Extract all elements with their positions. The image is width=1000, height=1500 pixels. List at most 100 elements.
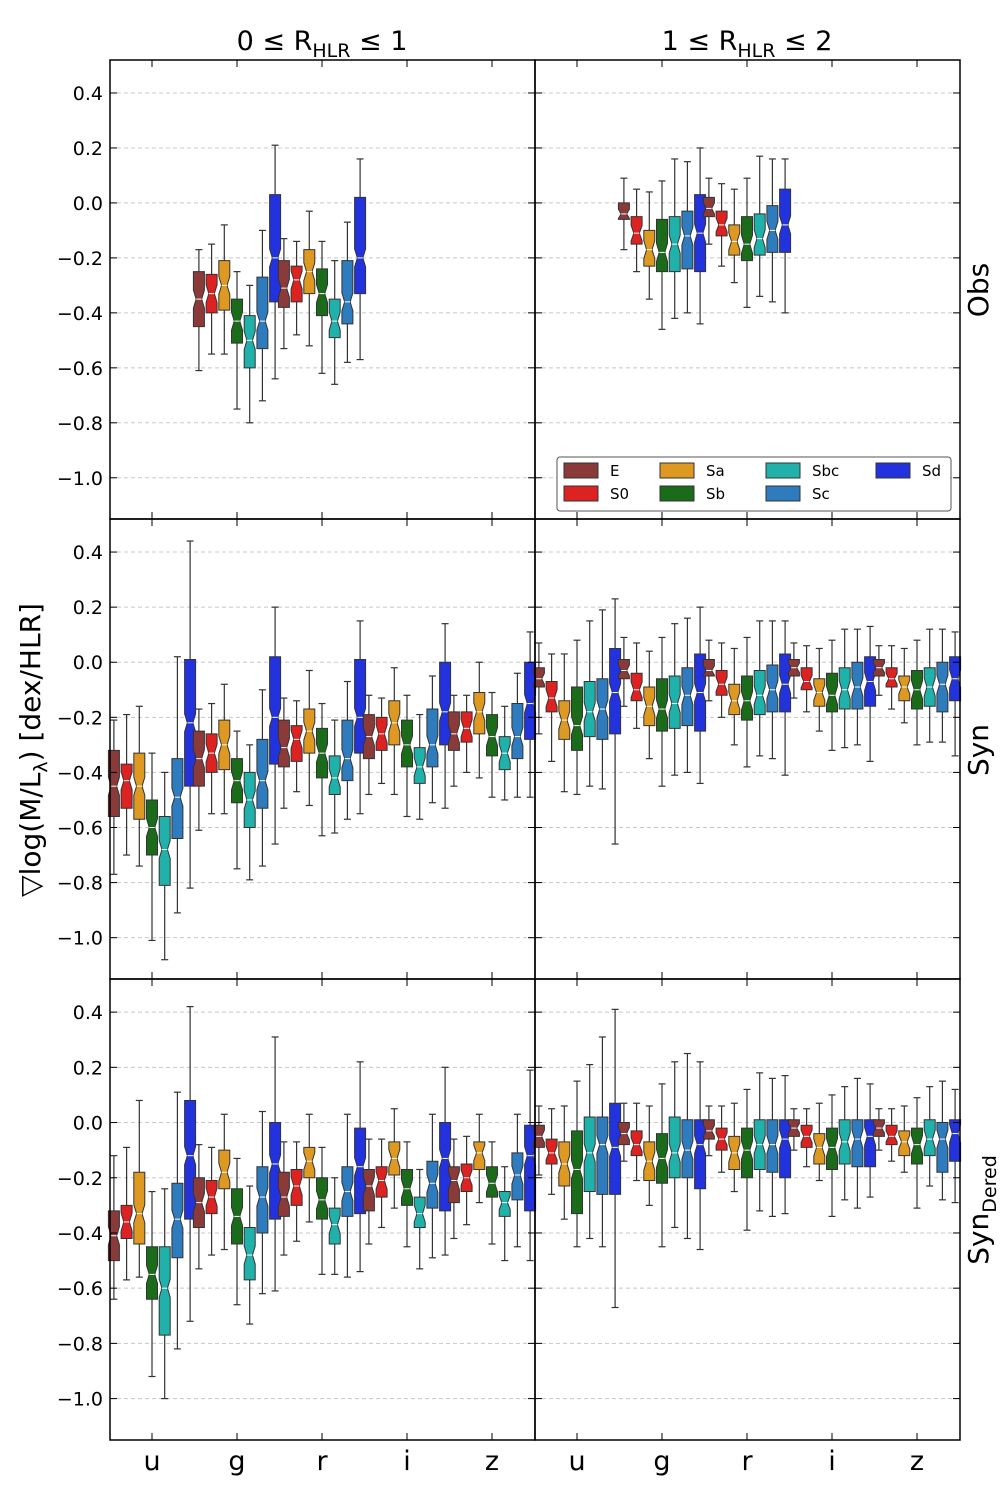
y-tick-label: −0.8 bbox=[57, 413, 103, 435]
box-body bbox=[354, 658, 367, 754]
box-body bbox=[753, 213, 766, 256]
box-body bbox=[898, 1130, 911, 1157]
box-body bbox=[133, 1171, 146, 1245]
box-sa-u bbox=[133, 1099, 146, 1278]
box-sbc-z bbox=[498, 705, 511, 801]
box-sb-g bbox=[231, 1157, 243, 1306]
box-body bbox=[694, 1119, 707, 1190]
row-label-syn: Syn bbox=[962, 724, 995, 776]
legend-label-s0: S0 bbox=[610, 485, 629, 503]
x-tick-label: i bbox=[403, 1446, 411, 1477]
box-sa-i bbox=[813, 1102, 826, 1182]
box-sa-r bbox=[303, 669, 316, 807]
y-tick-label: 0.2 bbox=[73, 1057, 103, 1079]
box-sb-r bbox=[741, 636, 753, 768]
box-sc-g bbox=[681, 617, 694, 774]
box-sb-g bbox=[656, 180, 668, 330]
box-sbc-r bbox=[328, 260, 341, 385]
box-sa-g bbox=[643, 191, 656, 300]
box-sa-i bbox=[388, 667, 401, 796]
box-sb-r bbox=[316, 240, 328, 374]
box-sbc-z bbox=[923, 628, 936, 743]
box-body bbox=[303, 1146, 316, 1179]
y-tick-label: 0.0 bbox=[73, 193, 103, 215]
box-body bbox=[702, 658, 715, 677]
box-sd-r bbox=[779, 158, 792, 314]
box-sc-r bbox=[341, 221, 354, 363]
x-tick-label: u bbox=[143, 1446, 160, 1477]
legend-swatch-sd bbox=[875, 462, 911, 479]
legend-label-sc: Sc bbox=[812, 485, 830, 503]
legend-frame bbox=[556, 456, 952, 512]
box-body bbox=[524, 1124, 537, 1212]
column-title-right: 1 ≤ RHLR ≤ 2 bbox=[662, 26, 833, 62]
box-body bbox=[630, 216, 643, 245]
legend-swatch-sbc bbox=[765, 462, 801, 479]
box-sd-g bbox=[694, 147, 707, 325]
box-body bbox=[571, 1130, 583, 1215]
box-body bbox=[583, 1116, 596, 1193]
y-tick-label: −0.4 bbox=[57, 303, 103, 325]
box-sd-u bbox=[184, 1006, 197, 1322]
box-sb-u bbox=[571, 639, 583, 796]
box-sd-r bbox=[779, 620, 792, 776]
box-sc-g bbox=[256, 1110, 269, 1295]
box-body bbox=[256, 738, 269, 809]
box-body bbox=[218, 1149, 231, 1190]
box-s0-z bbox=[460, 1135, 473, 1226]
box-sd-r bbox=[354, 1061, 367, 1273]
box-body bbox=[243, 1226, 256, 1281]
box-sa-z bbox=[473, 1113, 486, 1204]
box-sc-z bbox=[511, 672, 524, 798]
box-body bbox=[171, 1182, 184, 1259]
box-body bbox=[668, 1116, 681, 1179]
box-sb-z bbox=[911, 1097, 923, 1209]
box-sa-r bbox=[728, 188, 741, 284]
box-sc-r bbox=[766, 158, 779, 303]
box-sbc-i bbox=[413, 1168, 426, 1270]
box-body bbox=[936, 661, 949, 713]
box-sb-i bbox=[401, 1141, 413, 1248]
box-sbc-u bbox=[158, 771, 171, 961]
box-e-z bbox=[447, 1138, 460, 1240]
box-sb-g bbox=[656, 636, 668, 787]
box-sbc-u bbox=[583, 620, 596, 787]
box-e-z bbox=[872, 1108, 885, 1151]
y-tick-label: 0.4 bbox=[73, 542, 103, 564]
box-body bbox=[447, 1166, 460, 1204]
box-body bbox=[851, 1119, 864, 1168]
box-sb-g bbox=[656, 1083, 668, 1248]
box-body bbox=[354, 196, 367, 295]
box-body bbox=[120, 763, 133, 809]
box-body bbox=[277, 1171, 290, 1217]
x-tick-label: r bbox=[316, 1446, 328, 1477]
box-body bbox=[328, 755, 341, 795]
box-sa-z bbox=[473, 661, 486, 779]
box-s0-z bbox=[885, 1108, 898, 1162]
box-body bbox=[596, 1116, 609, 1195]
box-sc-z bbox=[936, 1080, 949, 1201]
legend-swatch-sc bbox=[765, 485, 801, 502]
box-s0-g bbox=[205, 243, 218, 355]
box-sc-g bbox=[681, 161, 694, 314]
box-body bbox=[885, 1124, 898, 1146]
box-sd-g bbox=[694, 606, 707, 785]
box-s0-u bbox=[120, 713, 133, 856]
box-sd-r bbox=[354, 158, 367, 361]
box-s0-g bbox=[205, 1146, 218, 1256]
box-sb-r bbox=[741, 177, 753, 308]
y-tick-label: −1.0 bbox=[57, 1389, 103, 1411]
row-label-syn-dered: SynDered bbox=[962, 1155, 1000, 1265]
box-s0-g bbox=[630, 1102, 643, 1182]
y-tick-label: −1.0 bbox=[57, 468, 103, 490]
box-body bbox=[885, 667, 898, 688]
box-body bbox=[269, 656, 282, 765]
box-e-g bbox=[617, 636, 630, 707]
box-body bbox=[184, 1099, 197, 1220]
box-sc-i bbox=[426, 1113, 439, 1259]
box-body bbox=[269, 194, 282, 303]
box-sbc-u bbox=[583, 1063, 596, 1240]
box-sd-g bbox=[694, 1061, 707, 1251]
